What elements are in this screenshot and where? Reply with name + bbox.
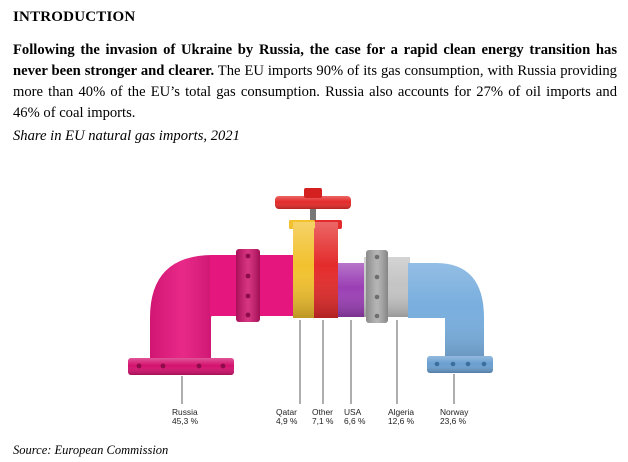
value-norway: 23,6 % [440,416,467,426]
label-qatar: Qatar [276,407,297,417]
value-usa: 6,6 % [344,416,366,426]
section-heading: INTRODUCTION [13,9,136,25]
intro-paragraph: Following the invasion of Ukraine by Rus… [13,40,617,124]
label-other: Other [312,407,333,417]
label-usa: USA [344,407,362,417]
value-other: 7,1 % [312,416,334,426]
label-russia: Russia [172,407,198,417]
label-algeria: Algeria [388,407,414,417]
value-russia: 45,3 % [172,416,199,426]
value-qatar: 4,9 % [276,416,298,426]
intro-bold-text: Following the invasion of Ukraine by Rus… [13,42,617,79]
figure-caption: Share in EU natural gas imports, 2021 [13,128,240,144]
source-note: Source: European Commission [13,443,169,457]
leader-lines [181,320,455,404]
label-norway: Norway [440,407,469,417]
intro-body-text: The EU imports 90% of its gas consumptio… [13,63,617,121]
valve-stem [310,208,316,224]
value-algeria: 12,6 % [388,416,415,426]
